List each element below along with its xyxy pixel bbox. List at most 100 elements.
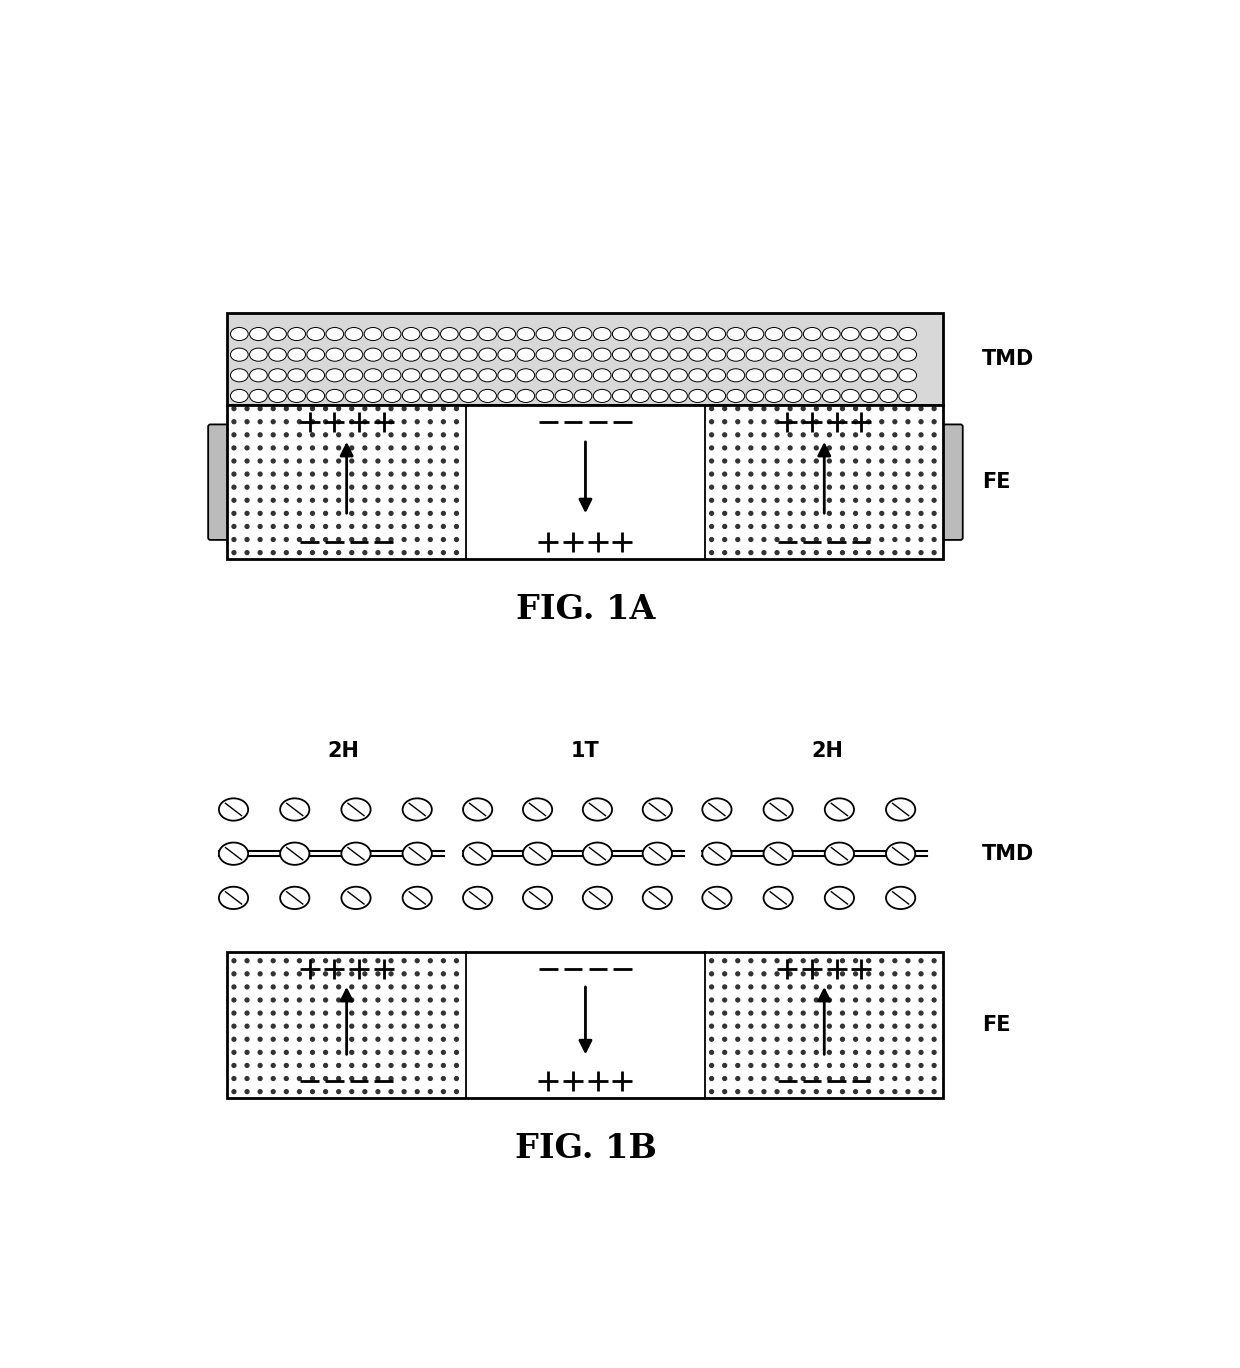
Circle shape <box>337 1063 341 1067</box>
Circle shape <box>815 432 818 436</box>
Circle shape <box>827 446 831 450</box>
Circle shape <box>350 1011 353 1015</box>
Circle shape <box>324 472 327 476</box>
Circle shape <box>272 498 275 502</box>
Circle shape <box>893 406 897 410</box>
Circle shape <box>272 1077 275 1081</box>
Text: FE: FE <box>982 472 1011 492</box>
Circle shape <box>841 432 844 436</box>
Circle shape <box>867 446 870 450</box>
Circle shape <box>775 538 779 542</box>
Circle shape <box>298 446 301 450</box>
Circle shape <box>880 1011 884 1015</box>
Circle shape <box>775 551 779 554</box>
Circle shape <box>867 985 870 989</box>
Ellipse shape <box>822 390 841 402</box>
Circle shape <box>246 498 249 502</box>
Circle shape <box>880 406 884 410</box>
Circle shape <box>350 538 353 542</box>
Circle shape <box>258 551 262 554</box>
Circle shape <box>232 999 236 1001</box>
Ellipse shape <box>288 390 305 402</box>
Circle shape <box>298 512 301 516</box>
Ellipse shape <box>365 369 382 382</box>
Circle shape <box>284 1025 288 1029</box>
Circle shape <box>709 486 713 490</box>
Circle shape <box>801 406 805 410</box>
Circle shape <box>428 498 433 502</box>
Circle shape <box>415 446 419 450</box>
Circle shape <box>841 498 844 502</box>
Circle shape <box>284 446 288 450</box>
Circle shape <box>893 512 897 516</box>
Ellipse shape <box>345 390 363 402</box>
Circle shape <box>880 1051 884 1055</box>
Circle shape <box>389 551 393 554</box>
Circle shape <box>389 971 393 975</box>
Circle shape <box>455 406 459 410</box>
Circle shape <box>763 1037 766 1041</box>
Ellipse shape <box>479 390 496 402</box>
Circle shape <box>324 999 327 1001</box>
Circle shape <box>455 971 459 975</box>
Ellipse shape <box>306 327 325 341</box>
Circle shape <box>298 1011 301 1015</box>
Circle shape <box>932 538 936 542</box>
Circle shape <box>735 512 740 516</box>
Circle shape <box>919 1037 923 1041</box>
Circle shape <box>763 472 766 476</box>
Circle shape <box>775 1025 779 1029</box>
Circle shape <box>867 524 870 528</box>
Circle shape <box>455 551 459 554</box>
Bar <box>227 952 466 1099</box>
Circle shape <box>723 985 727 989</box>
Ellipse shape <box>403 843 432 865</box>
Ellipse shape <box>784 369 802 382</box>
Circle shape <box>709 1037 713 1041</box>
Circle shape <box>441 512 445 516</box>
Circle shape <box>337 971 341 975</box>
Circle shape <box>853 999 858 1001</box>
Circle shape <box>389 460 393 462</box>
Circle shape <box>749 1090 753 1093</box>
Circle shape <box>735 432 740 436</box>
Ellipse shape <box>460 347 477 361</box>
Circle shape <box>841 1051 844 1055</box>
Circle shape <box>363 999 367 1001</box>
Text: TMD: TMD <box>982 844 1034 863</box>
Ellipse shape <box>702 843 732 865</box>
Ellipse shape <box>879 390 898 402</box>
Circle shape <box>402 460 405 462</box>
Circle shape <box>455 446 459 450</box>
Ellipse shape <box>642 843 672 865</box>
Circle shape <box>906 486 910 490</box>
Ellipse shape <box>642 886 672 910</box>
Circle shape <box>402 1077 405 1081</box>
Circle shape <box>801 971 805 975</box>
Circle shape <box>350 524 353 528</box>
Circle shape <box>789 512 792 516</box>
Circle shape <box>893 1090 897 1093</box>
Circle shape <box>709 498 713 502</box>
Circle shape <box>272 971 275 975</box>
Circle shape <box>853 959 858 963</box>
Circle shape <box>258 472 262 476</box>
Circle shape <box>415 498 419 502</box>
Circle shape <box>455 999 459 1001</box>
Circle shape <box>723 486 727 490</box>
Circle shape <box>749 498 753 502</box>
Ellipse shape <box>463 886 492 910</box>
Circle shape <box>389 1063 393 1067</box>
Circle shape <box>723 472 727 476</box>
Circle shape <box>919 420 923 424</box>
Circle shape <box>441 1025 445 1029</box>
Circle shape <box>801 460 805 462</box>
Circle shape <box>232 1077 236 1081</box>
Circle shape <box>246 1077 249 1081</box>
Circle shape <box>272 551 275 554</box>
Ellipse shape <box>842 327 859 341</box>
Circle shape <box>906 1063 910 1067</box>
Circle shape <box>428 1063 433 1067</box>
Ellipse shape <box>651 327 668 341</box>
Circle shape <box>763 1051 766 1055</box>
